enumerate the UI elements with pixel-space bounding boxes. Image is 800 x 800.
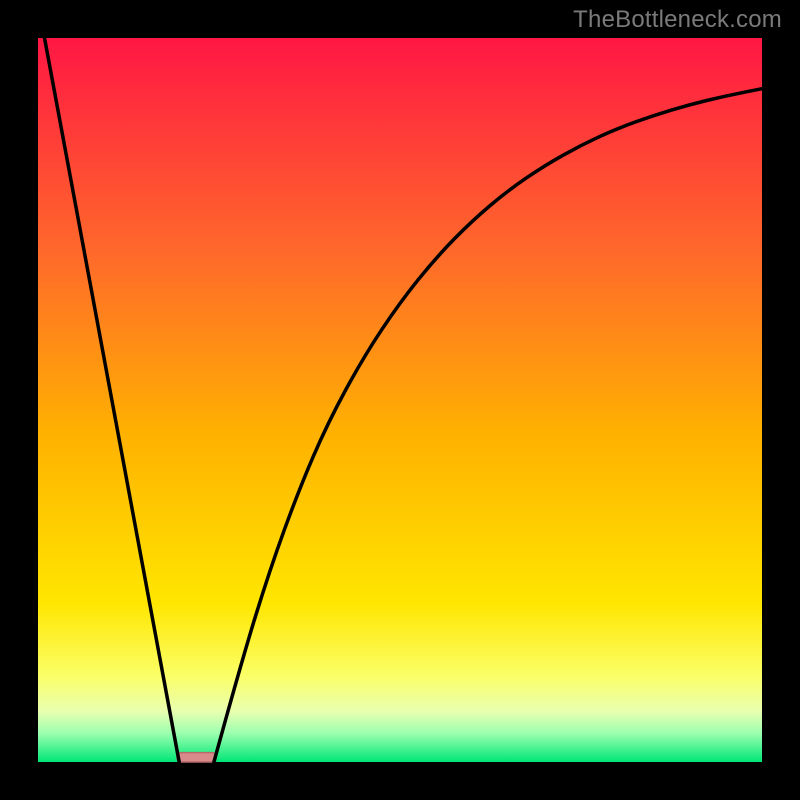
plot-background xyxy=(38,38,762,762)
watermark-text: TheBottleneck.com xyxy=(573,6,782,34)
bottleneck-chart xyxy=(0,0,800,800)
bottleneck-marker xyxy=(177,753,216,762)
chart-container: TheBottleneck.com xyxy=(0,0,800,800)
